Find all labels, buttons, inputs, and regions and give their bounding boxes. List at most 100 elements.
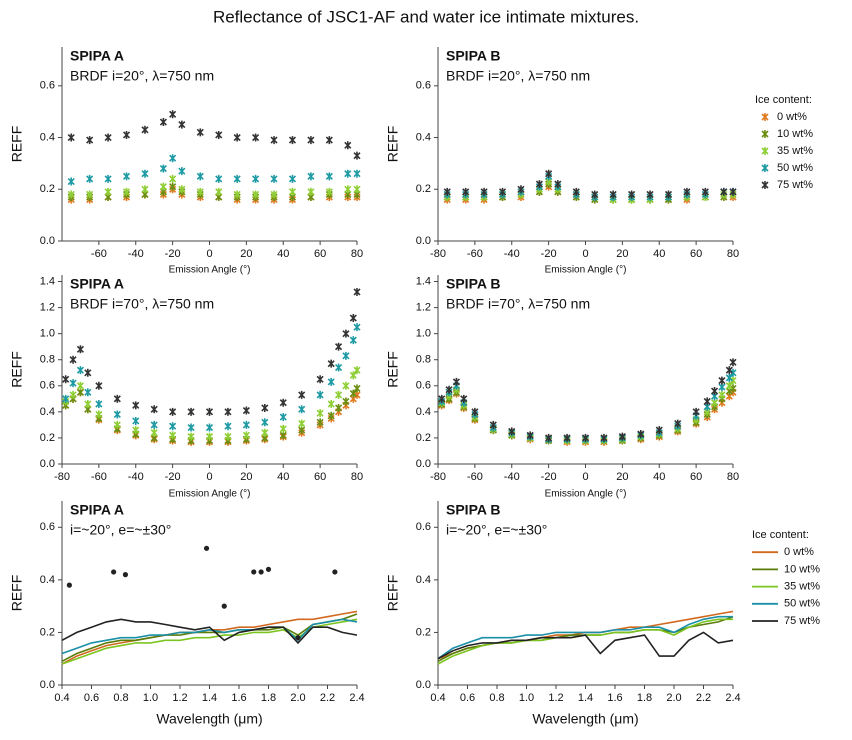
panel-title: SPIPA A [70, 276, 124, 292]
y-tick-label: 0.2 [416, 626, 431, 638]
x-tick-label: 0 [582, 471, 588, 483]
marker [307, 136, 315, 145]
marker [563, 433, 571, 442]
series-line [61, 618, 358, 645]
y-axis-label: REFF [385, 351, 401, 388]
marker [242, 406, 250, 415]
x-tick-label: 1.6 [231, 692, 246, 704]
y-tick-label: 0.2 [40, 432, 55, 444]
y-axis-label: REFF [385, 575, 401, 612]
marker [545, 169, 553, 178]
legend-swatch [761, 113, 769, 121]
legend-label: 35 wt% [784, 581, 820, 593]
marker [353, 287, 361, 296]
marker [508, 427, 516, 436]
marker [701, 187, 709, 196]
marker [353, 323, 361, 332]
series-line [437, 615, 734, 663]
marker [84, 388, 92, 397]
legend-label: 10 wt% [784, 563, 820, 575]
marker [725, 373, 733, 382]
legend-swatch [761, 147, 769, 155]
y-tick-label: 1.4 [40, 275, 55, 287]
marker [591, 190, 599, 199]
marker [132, 401, 140, 410]
marker [95, 381, 103, 390]
y-tick-label: 0.0 [416, 679, 431, 691]
reference-point [332, 569, 338, 575]
marker [104, 174, 112, 183]
x-tick-label: 80 [727, 471, 739, 483]
marker [215, 187, 223, 196]
x-axis-label: Emission Angle (°) [545, 265, 627, 276]
marker [342, 397, 350, 406]
marker [122, 172, 131, 181]
marker [169, 431, 177, 440]
x-tick-label: 1.2 [172, 692, 187, 704]
y-tick-label: 0.0 [40, 458, 55, 470]
marker [178, 120, 186, 129]
marker [349, 314, 357, 323]
marker [252, 133, 260, 142]
x-tick-label: 40 [277, 471, 289, 483]
marker [729, 358, 737, 367]
marker [104, 133, 112, 142]
marker [196, 187, 204, 196]
marker [224, 422, 232, 431]
marker [489, 420, 497, 429]
marker [150, 405, 158, 414]
reference-point [111, 569, 117, 575]
reference-point [251, 569, 257, 575]
legend-label: 35 wt% [777, 145, 813, 157]
marker [141, 169, 149, 178]
legend-label: 75 wt% [784, 615, 820, 627]
y-tick-label: 0.0 [40, 235, 55, 247]
marker [62, 375, 70, 384]
y-tick-label: 0.0 [40, 679, 55, 691]
marker [69, 390, 77, 399]
marker [132, 426, 140, 435]
reference-point [258, 569, 264, 575]
marker [438, 394, 446, 403]
marker [307, 187, 315, 196]
y-tick-label: 0.6 [40, 80, 55, 92]
x-tick-label: -60 [91, 248, 107, 260]
marker [270, 190, 278, 199]
marker [279, 424, 287, 433]
marker [187, 423, 195, 432]
reference-point [265, 566, 272, 572]
marker [67, 177, 75, 186]
y-tick-label: 0.6 [40, 380, 55, 392]
y-axis-label: REFF [9, 351, 25, 388]
x-tick-label: -20 [541, 471, 557, 483]
marker [215, 130, 223, 139]
marker [159, 164, 167, 173]
marker [279, 398, 287, 407]
x-tick-label: -80 [54, 471, 70, 483]
x-tick-label: 0.4 [430, 692, 445, 704]
x-tick-label: 0 [206, 471, 212, 483]
marker [307, 172, 315, 181]
marker [69, 355, 77, 364]
panel-subtitle: BRDF i=20°, λ=750 nm [70, 68, 214, 84]
x-tick-label: 1.4 [202, 692, 217, 704]
x-tick-label: -60 [467, 248, 483, 260]
marker [581, 433, 590, 442]
reference-point [122, 572, 129, 578]
marker [84, 400, 92, 409]
marker [270, 174, 278, 183]
marker [169, 407, 177, 416]
x-tick-label: 0.8 [489, 692, 504, 704]
marker [334, 390, 343, 399]
x-tick-label: -40 [128, 248, 144, 260]
marker [169, 182, 177, 191]
panel-title: SPIPA B [446, 502, 500, 518]
marker [720, 187, 728, 196]
x-tick-label: 60 [314, 471, 326, 483]
marker [169, 174, 177, 183]
marker [327, 359, 335, 368]
marker [86, 190, 94, 199]
x-tick-label: 1.0 [143, 692, 158, 704]
x-axis-label: Emission Angle (°) [545, 489, 627, 500]
marker [462, 187, 470, 196]
